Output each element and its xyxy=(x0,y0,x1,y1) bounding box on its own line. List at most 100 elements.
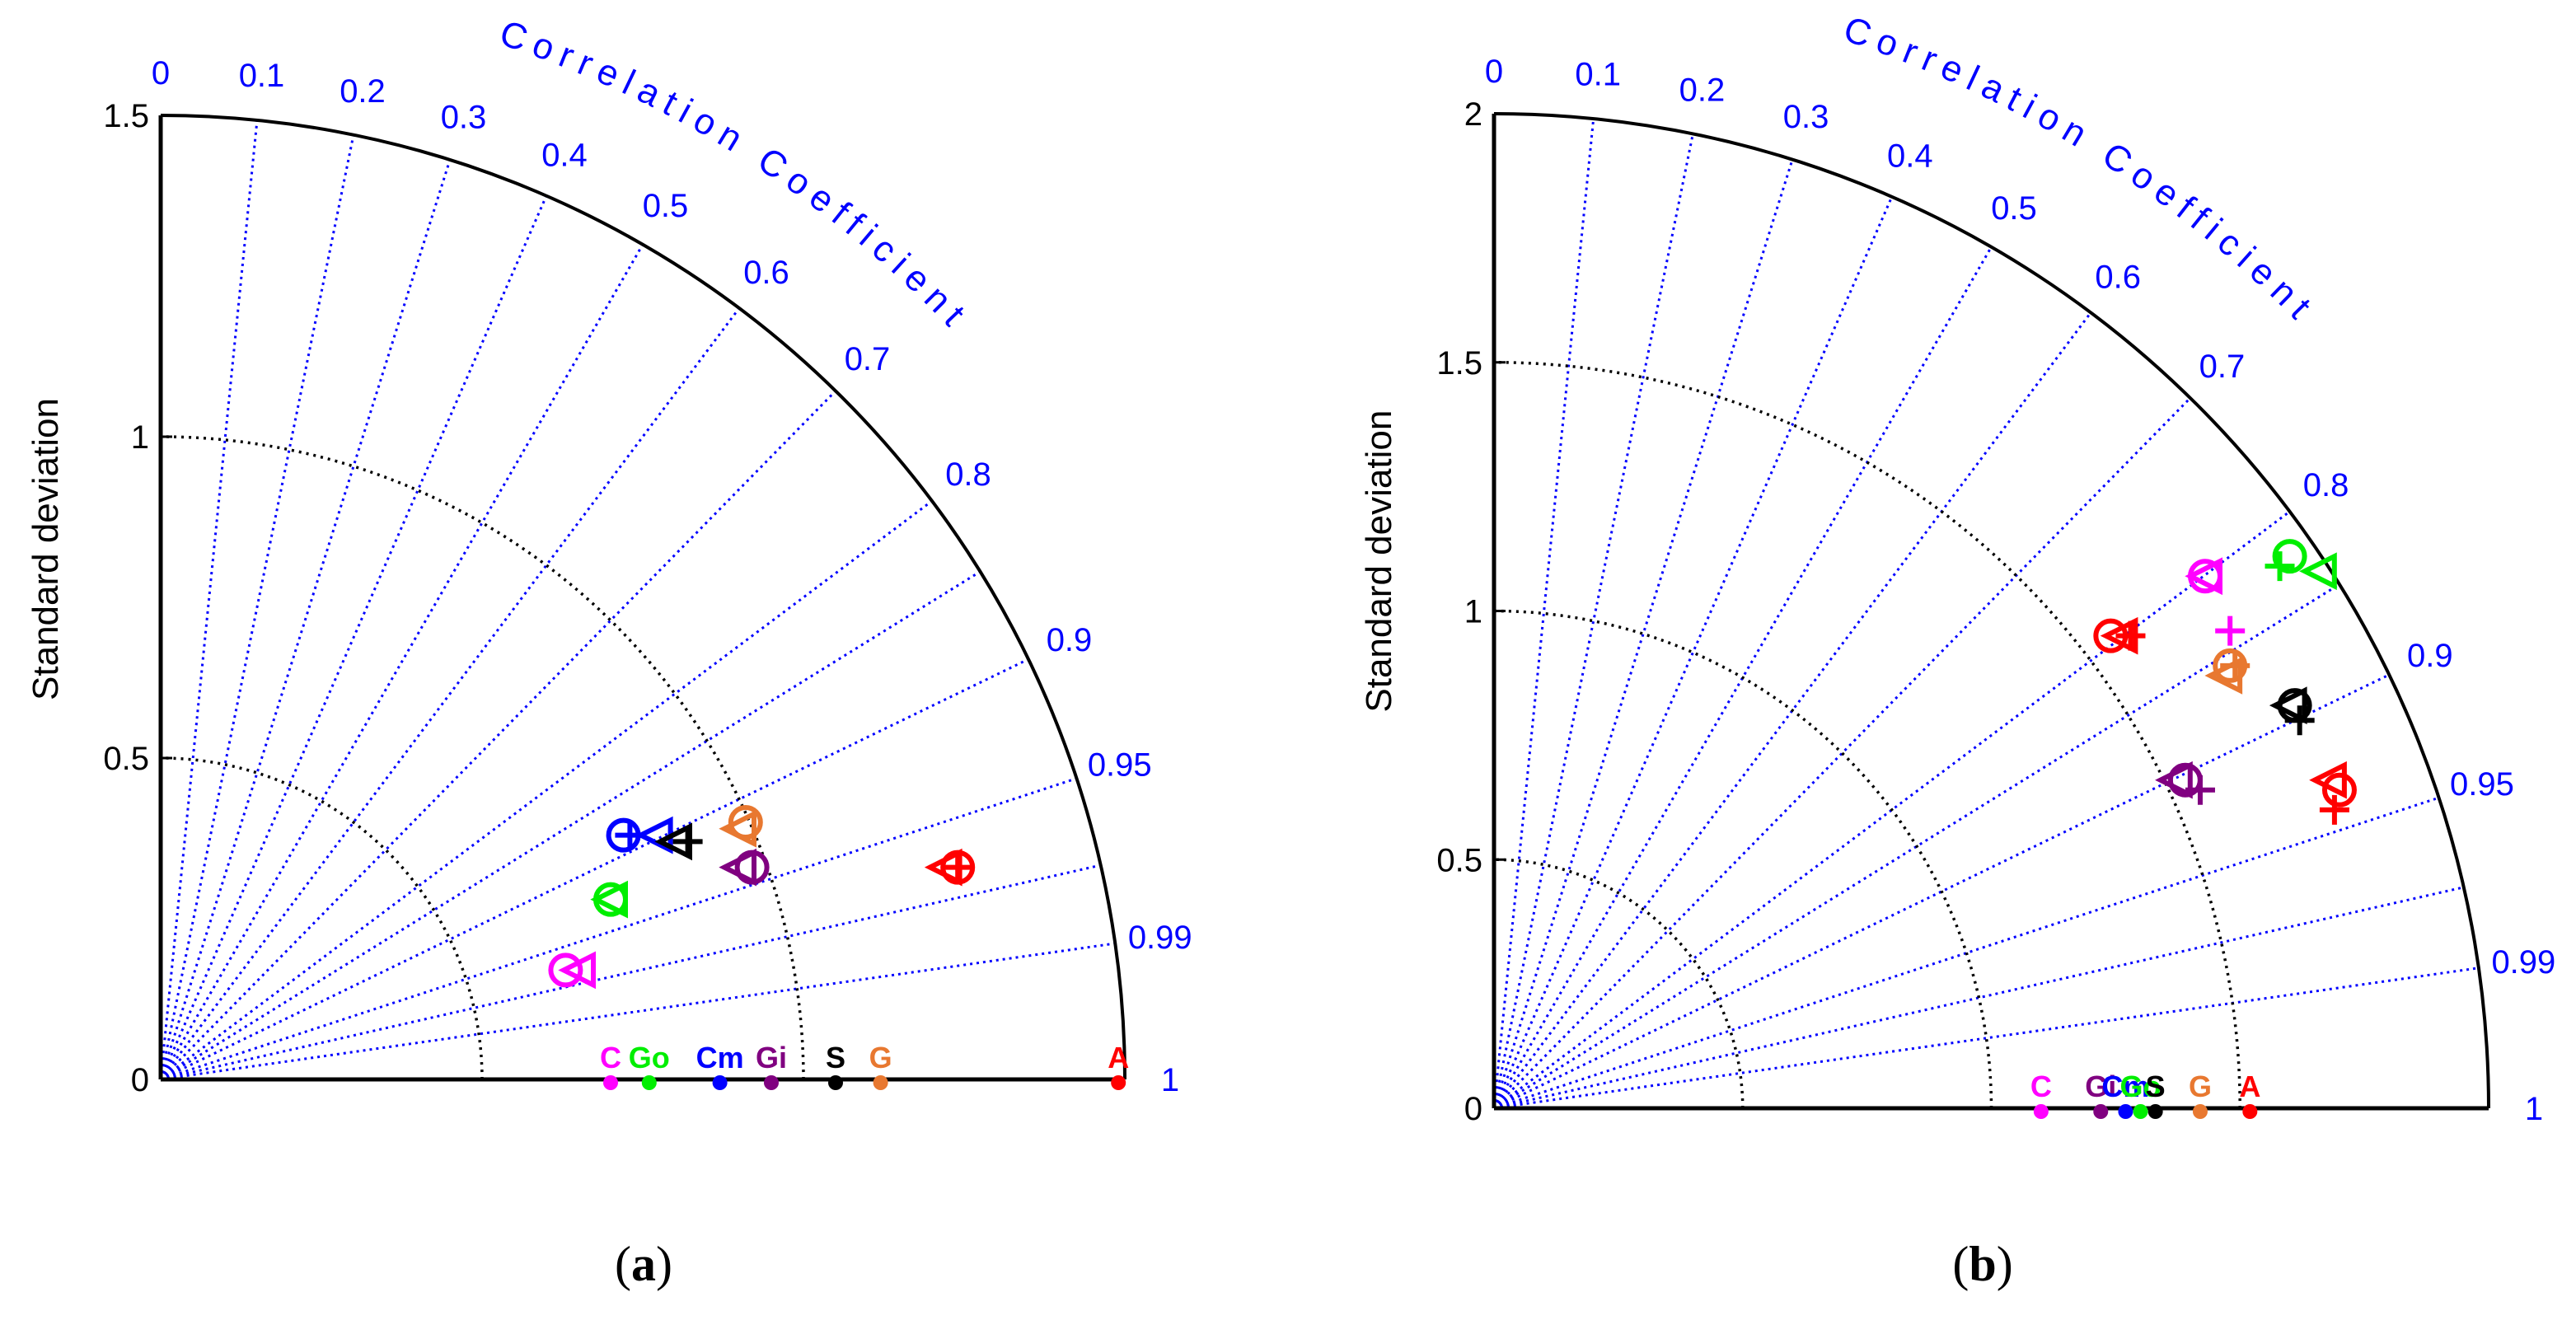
ref-point-cm xyxy=(2118,1104,2133,1119)
marker-triangle xyxy=(2299,552,2337,591)
ref-label-cm: Cm xyxy=(696,1041,744,1074)
corr-grid-line xyxy=(1492,159,1794,1109)
marker-triangle xyxy=(2204,657,2243,695)
corr-tick-label: 0.2 xyxy=(340,73,386,110)
ref-point-c xyxy=(603,1075,618,1090)
corr-tick-label: 0.9 xyxy=(1047,622,1093,658)
taylor-diagram-a: 0 0.5 1 1.5 Standard deviation 0 0.1 0.2 0.3 0.4 0… xyxy=(0,0,1288,1219)
marker-plus xyxy=(2220,650,2250,681)
std-tick-label: 0 xyxy=(131,1062,149,1098)
ref-label-a: A xyxy=(1108,1041,1129,1074)
corr-tick-label: 0.1 xyxy=(1575,56,1621,92)
corr-tick-label: 0.95 xyxy=(2450,766,2514,803)
corr-tick-label: 0 xyxy=(1485,54,1503,90)
corr-tick-label: 0 xyxy=(152,55,170,91)
ref-label-a: A xyxy=(2239,1070,2260,1103)
corr-tick-label: 0.7 xyxy=(845,341,891,377)
marker-plus xyxy=(2265,551,2295,582)
ref-point-a xyxy=(2242,1104,2258,1119)
y-axis-label: Standard deviation xyxy=(26,398,66,700)
corr-grid-line xyxy=(159,307,741,1080)
ref-label-g: G xyxy=(869,1041,892,1074)
std-grid-arc xyxy=(1493,361,2241,1109)
std-tick-label: 0.5 xyxy=(1436,842,1482,878)
corr-grid-line xyxy=(160,658,1029,1081)
corr-grid-line xyxy=(160,777,1077,1081)
ref-point-c xyxy=(2033,1104,2049,1119)
std-grid-arc xyxy=(160,756,484,1080)
std-grid-arc xyxy=(1493,858,1745,1109)
std-tick-label: 1 xyxy=(131,419,149,456)
marker-triangle xyxy=(2269,686,2307,725)
caption-a-letter: a xyxy=(631,1237,656,1291)
corr-tick-label: 0.95 xyxy=(1088,747,1152,783)
ref-point-s xyxy=(828,1075,843,1090)
caption-b-open: ( xyxy=(1952,1237,1969,1291)
marker-plus xyxy=(943,852,973,882)
corr-grid-line xyxy=(1492,396,2191,1110)
corr-grid-line xyxy=(1493,967,2480,1110)
corr-tick-label: 0.6 xyxy=(2095,259,2141,295)
corr-grid-line xyxy=(159,119,259,1080)
caption-a-open: ( xyxy=(615,1237,631,1291)
corr-grid-line xyxy=(1492,133,1694,1109)
corr-grid-line xyxy=(160,864,1102,1081)
marker-triangle xyxy=(719,809,756,848)
ref-label-s: S xyxy=(826,1041,845,1074)
marker-plus xyxy=(2215,616,2246,646)
std-tick-label: 0 xyxy=(1464,1091,1482,1127)
corr-tick-label: 0.5 xyxy=(1991,190,2037,227)
ref-point-a xyxy=(1111,1075,1126,1090)
caption-a-close: ) xyxy=(656,1237,672,1291)
marker-triangle xyxy=(719,848,756,887)
marker-plus xyxy=(672,826,703,857)
std-tick-label: 1.5 xyxy=(103,98,149,134)
marker-circle xyxy=(2272,539,2307,574)
corr-tick-label: 0.2 xyxy=(1679,72,1726,108)
y-axis-label: Standard deviation xyxy=(1359,410,1399,713)
outer-arc xyxy=(160,114,1126,1080)
corr-grid-line xyxy=(1492,118,1595,1109)
marker-circle xyxy=(548,953,583,988)
corr-grid-line xyxy=(160,570,981,1081)
ref-point-g xyxy=(2192,1104,2208,1119)
corr-grid-line xyxy=(1493,583,2340,1110)
marker-triangle xyxy=(2155,761,2193,799)
marker-triangle xyxy=(558,951,596,990)
ref-label-gi: Gi xyxy=(2085,1070,2116,1103)
caption-b: (b) xyxy=(1933,1236,2032,1293)
corr-grid-line xyxy=(1492,246,1993,1109)
ref-point-s xyxy=(2147,1104,2163,1119)
ref-point-gi xyxy=(764,1075,779,1090)
corr-grid-line xyxy=(159,159,452,1080)
ref-label-gi: Gi xyxy=(756,1041,787,1074)
ref-point-cm xyxy=(712,1075,728,1090)
marker-plus xyxy=(2185,775,2215,805)
corr-tick-label: 0.8 xyxy=(945,456,991,493)
corr-grid-line xyxy=(1493,796,2440,1110)
ref-label-cm: Cm xyxy=(2101,1070,2149,1103)
corr-grid-line xyxy=(1492,196,1894,1109)
marker-triangle xyxy=(2185,557,2223,596)
ref-point-g xyxy=(873,1075,888,1090)
std-tick-label: 1 xyxy=(1464,594,1482,630)
corr-grid-line xyxy=(160,499,933,1081)
ref-label-c: C xyxy=(600,1041,621,1074)
caption-b-letter: b xyxy=(1969,1237,1997,1291)
outer-arc xyxy=(1493,112,2490,1109)
ref-point-gi xyxy=(2093,1104,2109,1119)
std-tick-label: 2 xyxy=(1464,96,1482,133)
caption-a: (a) xyxy=(594,1236,693,1293)
corr-grid-line xyxy=(160,942,1116,1081)
corr-axis-label-path: Correlation Coefficient xyxy=(494,13,970,339)
marker-circle xyxy=(2321,772,2357,807)
taylor-diagram-b-svg: 0 0.5 1 1.5 2 Standard deviation 0 0.1 0.2 0.3 0.4… xyxy=(1359,9,2555,1127)
ref-label-go: Go xyxy=(629,1041,670,1074)
ref-label-go: Go xyxy=(2120,1070,2161,1103)
corr-tick-label: 0.3 xyxy=(1783,99,1829,135)
marker-plus xyxy=(2284,705,2315,736)
ref-point-go xyxy=(2133,1104,2148,1119)
corr-tick-label: 1 xyxy=(2525,1091,2543,1127)
corr-grid-line xyxy=(1493,673,2390,1110)
corr-grid-line xyxy=(1493,510,2291,1110)
